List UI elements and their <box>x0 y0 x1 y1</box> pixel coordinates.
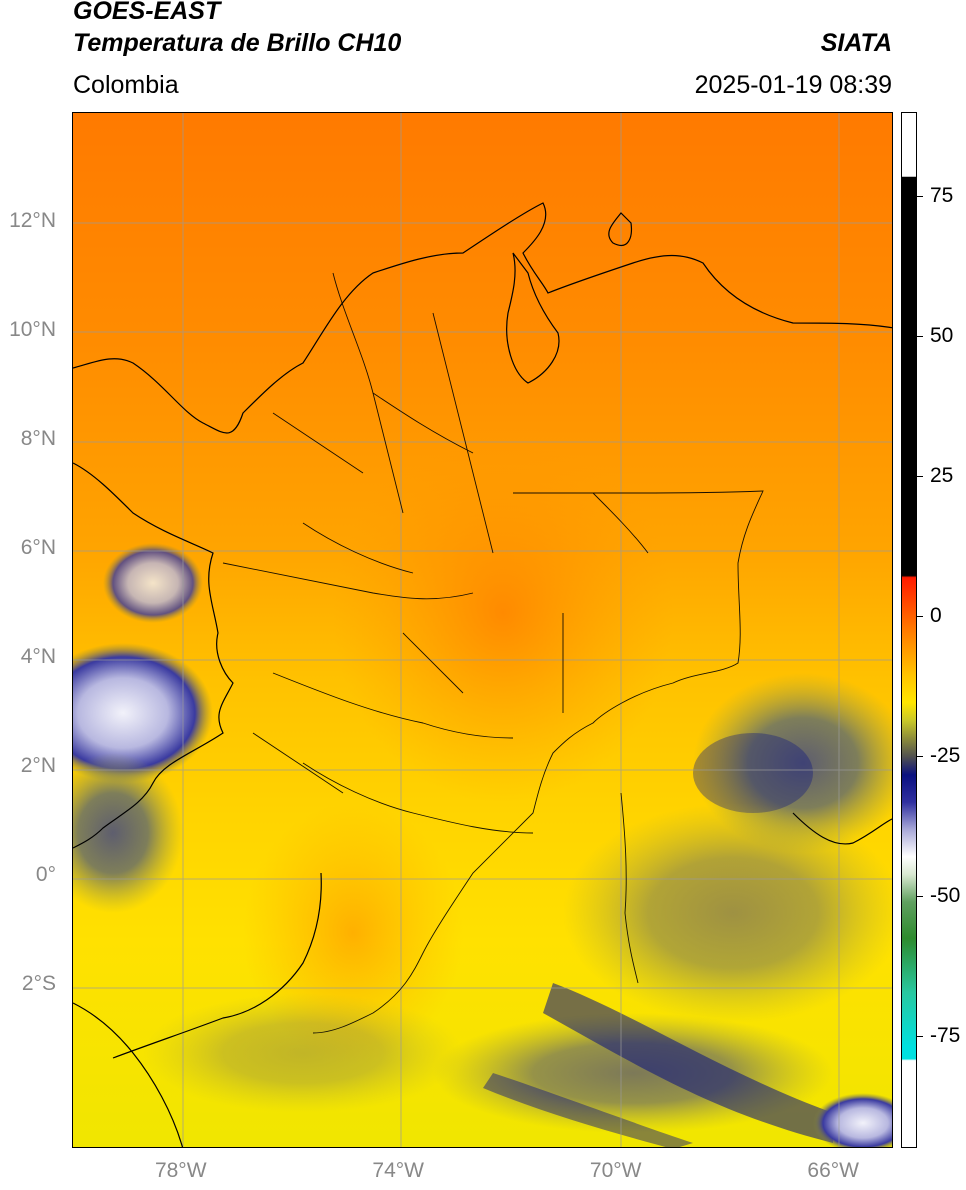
lat-tick-label: 10°N <box>9 318 56 342</box>
colorbar-tick-label: -75 <box>930 1024 961 1047</box>
admin-borders <box>222 272 764 1034</box>
colorbar-tick-mark <box>917 756 923 757</box>
colorbar-tick-label: -50 <box>930 884 961 907</box>
lon-tick-label: 78°W <box>154 1159 207 1182</box>
colorbar <box>901 112 917 1148</box>
lat-tick-label: 12°N <box>9 209 56 233</box>
lat-tick-label: 2°N <box>20 754 56 778</box>
datetime-label: 2025-01-19 08:39 <box>694 71 892 99</box>
cloud-region <box>813 1093 892 1147</box>
title-satellite: GOES-EAST <box>73 0 221 25</box>
cloud-region <box>693 733 813 813</box>
colorbar-tick-label: 25 <box>930 464 954 487</box>
colorbar-tick-mark <box>917 336 923 337</box>
lon-tick-label: 70°W <box>589 1159 642 1182</box>
lon-tick-label: 74°W <box>372 1159 424 1182</box>
colorbar-tick-label: 0 <box>930 604 942 627</box>
colorbar-tick-label: 75 <box>930 184 954 207</box>
colorbar-tick-label: 50 <box>930 324 954 347</box>
coastlines <box>73 202 892 1147</box>
colorbar-tick-label: -25 <box>930 744 961 767</box>
cloud-region <box>143 993 463 1113</box>
colorbar-tick-mark <box>917 196 923 197</box>
lat-tick-label: 8°N <box>20 427 56 451</box>
satellite-map <box>72 112 893 1148</box>
lat-tick-label: 4°N <box>20 645 56 669</box>
colorbar-gradient <box>902 176 916 1084</box>
cloud-band <box>483 1073 693 1147</box>
lon-tick-label: 66°W <box>807 1159 859 1182</box>
cloud-region <box>73 753 183 913</box>
lat-tick-label: 2°S <box>21 972 56 996</box>
cloud-region <box>103 543 203 623</box>
colorbar-tick-mark <box>917 476 923 477</box>
colorbar-tick-mark <box>917 616 923 617</box>
warm-area <box>333 423 673 803</box>
cloud-band <box>543 983 833 1143</box>
agency-label: SIATA <box>820 29 892 57</box>
cloud-region <box>563 803 892 1023</box>
map-svg <box>73 113 892 1147</box>
lat-tick-label: 0° <box>35 863 56 887</box>
title-product: Temperatura de Brillo CH10 <box>73 29 402 57</box>
colorbar-tick-mark <box>917 896 923 897</box>
lat-tick-label: 6°N <box>20 536 56 560</box>
region-label: Colombia <box>73 71 179 99</box>
cloud-region <box>73 643 213 783</box>
colorbar-tick-mark <box>917 1036 923 1037</box>
